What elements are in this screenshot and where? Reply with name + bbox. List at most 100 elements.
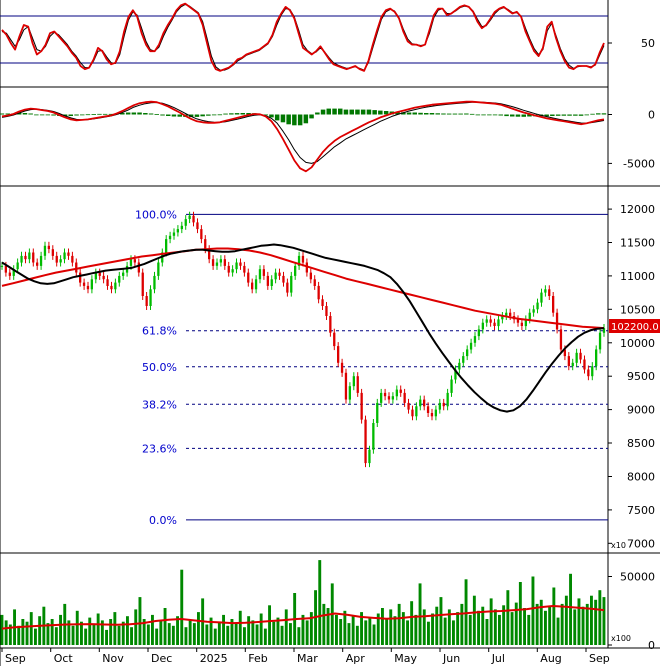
macd-histogram-bar <box>550 114 555 116</box>
volume-bar <box>468 614 472 645</box>
price-axis-tick-label: 12000 <box>620 203 655 216</box>
oscillator-axis-tick-label: 50 <box>641 37 655 50</box>
macd-histogram-bar <box>349 109 354 115</box>
candle-body <box>321 299 324 306</box>
candle-body <box>258 269 262 280</box>
candle-body <box>290 275 293 293</box>
macd-histogram-bar <box>366 109 372 115</box>
volume-bar <box>29 612 33 645</box>
date-tick-label: May <box>394 652 417 665</box>
candle-body <box>114 282 117 290</box>
date-tick-label: Sep <box>589 652 610 665</box>
candle-body <box>282 275 285 283</box>
volume-bar <box>197 612 200 645</box>
macd-histogram-bar <box>143 113 148 115</box>
candle-body <box>423 399 426 407</box>
candle-body <box>79 272 82 283</box>
volume-bar <box>544 610 547 645</box>
candle-body <box>454 369 457 380</box>
date-tick-label: Dec <box>151 652 172 665</box>
candle-body <box>110 285 113 290</box>
fibonacci-label: 38.2% <box>142 398 177 411</box>
macd-histogram-bar <box>148 113 154 115</box>
volume-bar <box>548 606 552 645</box>
macd-histogram-bar <box>292 114 297 126</box>
candle-body <box>102 275 105 280</box>
candle-body <box>20 255 23 263</box>
candle-body <box>430 413 434 417</box>
volume-bar <box>573 609 577 645</box>
volume-bar <box>25 621 29 645</box>
volume-bar <box>368 617 372 645</box>
macd-axis-tick-label: -5000 <box>623 157 655 170</box>
volume-bar <box>117 625 121 645</box>
volume-bar <box>121 621 125 645</box>
candle-body <box>395 389 398 397</box>
macd-histogram-bar <box>326 108 331 115</box>
volume-axis-multiplier: x100 <box>611 634 631 643</box>
macd-histogram-bar <box>504 114 509 117</box>
volume-bar <box>109 619 113 645</box>
candle-body <box>411 409 414 417</box>
candle-body <box>129 259 133 266</box>
last-price-label: 102200.0 <box>611 322 659 333</box>
volume-bar <box>96 613 100 645</box>
volume-bar <box>309 612 313 645</box>
volume-bar <box>564 595 568 645</box>
macd-histogram-bar <box>246 113 251 115</box>
macd-histogram-bar <box>16 113 22 115</box>
volume-bar <box>585 603 589 645</box>
volume-bar <box>552 587 556 645</box>
candle-body <box>360 392 363 420</box>
macd-histogram-bar <box>102 113 108 115</box>
macd-histogram-bar <box>343 109 349 115</box>
volume-bar <box>393 616 397 645</box>
candle-body <box>196 222 199 230</box>
candle-body <box>383 392 387 397</box>
macd-histogram-bar <box>177 114 182 117</box>
candle-body <box>118 275 121 283</box>
candle-body <box>309 272 312 280</box>
candle-body <box>305 262 308 273</box>
candle-body <box>106 279 109 286</box>
macd-histogram-bar <box>527 114 532 117</box>
volume-bar <box>276 617 280 645</box>
axes: 50 0 -5000 12000 11500 11000 10500 10000 9500 900… <box>1 37 655 665</box>
candle-body <box>51 249 54 256</box>
volume-bar <box>21 619 25 645</box>
candle-body <box>587 369 590 377</box>
volume-bar <box>71 625 75 645</box>
macd-histogram-bar <box>412 112 417 115</box>
macd-histogram-bar <box>154 114 159 115</box>
candle-body <box>532 309 535 313</box>
macd-histogram-bar <box>39 114 45 116</box>
candle-body <box>352 376 355 387</box>
date-tick-label: 2025 <box>200 652 228 665</box>
candle-body <box>469 342 473 350</box>
macd-histogram-bar <box>429 113 435 115</box>
candle-body <box>583 359 586 370</box>
macd-histogram-bar <box>286 114 291 125</box>
volume-bar <box>376 613 380 645</box>
volume-bar <box>447 609 451 645</box>
macd-histogram-bar <box>475 114 481 116</box>
candle-body <box>489 319 492 323</box>
volume-bar <box>67 620 71 645</box>
candle-body <box>446 392 449 407</box>
candle-body <box>509 312 512 316</box>
volume-bar <box>217 621 221 645</box>
candle-body <box>270 279 273 286</box>
macd-histogram-bar <box>555 114 561 116</box>
macd-histogram-bar <box>401 112 406 115</box>
candle-body <box>313 279 316 286</box>
volume-bar <box>159 620 163 645</box>
volume-bar <box>171 625 175 645</box>
candle-body <box>348 386 351 400</box>
candle-body <box>219 259 222 263</box>
candle-body <box>552 296 555 313</box>
volume-bar <box>46 623 50 645</box>
candle-body <box>4 265 7 273</box>
volume-bar <box>38 616 42 645</box>
candle-body <box>278 272 281 276</box>
candle-body <box>505 312 508 316</box>
